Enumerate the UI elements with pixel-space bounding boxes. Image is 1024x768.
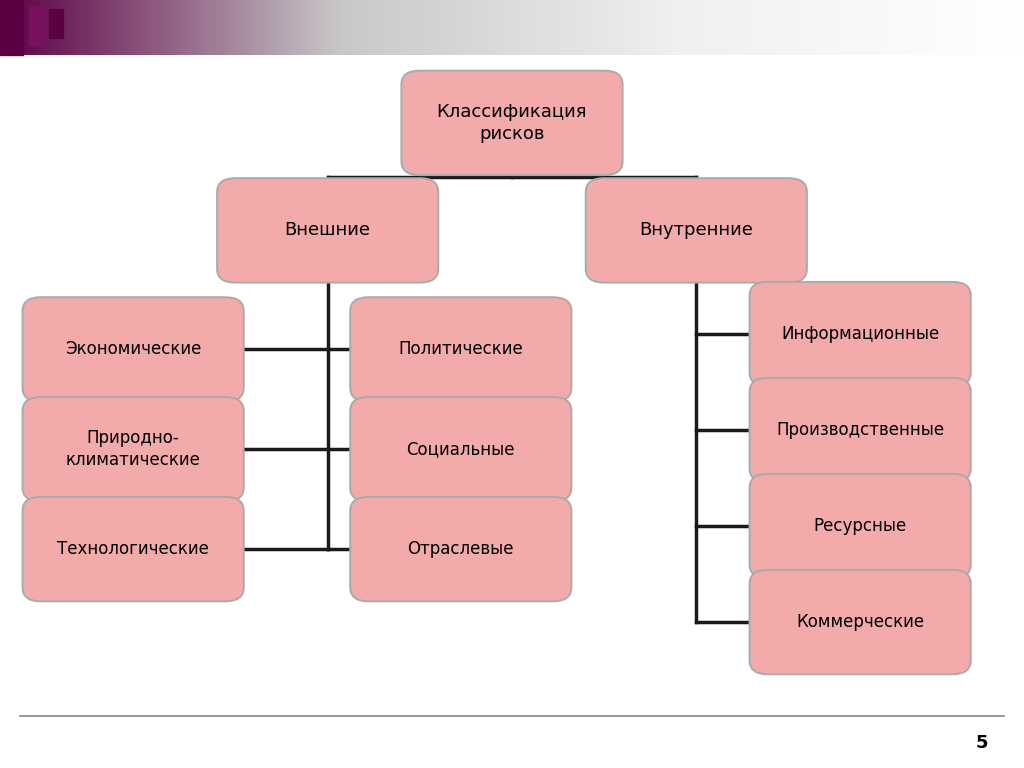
Text: 5: 5 <box>976 734 988 753</box>
FancyBboxPatch shape <box>217 178 438 283</box>
Bar <box>49 9 63 38</box>
FancyBboxPatch shape <box>23 497 244 601</box>
Bar <box>0 0 23 55</box>
FancyBboxPatch shape <box>23 397 244 502</box>
Text: Политические: Политические <box>398 340 523 359</box>
Text: Внутренние: Внутренние <box>639 221 754 240</box>
FancyBboxPatch shape <box>750 378 971 482</box>
Text: Природно-
климатические: Природно- климатические <box>66 429 201 469</box>
Text: Ресурсные: Ресурсные <box>813 517 907 535</box>
Bar <box>29 6 45 45</box>
FancyBboxPatch shape <box>586 178 807 283</box>
Text: Экономические: Экономические <box>65 340 202 359</box>
Text: Производственные: Производственные <box>776 421 944 439</box>
FancyBboxPatch shape <box>750 474 971 578</box>
Text: Отраслевые: Отраслевые <box>408 540 514 558</box>
Text: КАЧЕСТВЕННЫЙ АНАЛИЗ: КАЧЕСТВЕННЫЙ АНАЛИЗ <box>654 15 998 40</box>
FancyBboxPatch shape <box>401 71 623 175</box>
FancyBboxPatch shape <box>750 282 971 386</box>
FancyBboxPatch shape <box>350 497 571 601</box>
Text: Социальные: Социальные <box>407 440 515 458</box>
Text: Информационные: Информационные <box>781 325 939 343</box>
Text: Технологические: Технологические <box>57 540 209 558</box>
Text: Классификация
рисков: Классификация рисков <box>437 103 587 143</box>
FancyBboxPatch shape <box>23 297 244 402</box>
FancyBboxPatch shape <box>750 570 971 674</box>
Text: Коммерческие: Коммерческие <box>796 613 925 631</box>
FancyBboxPatch shape <box>350 397 571 502</box>
FancyBboxPatch shape <box>350 297 571 402</box>
Text: Внешние: Внешние <box>285 221 371 240</box>
